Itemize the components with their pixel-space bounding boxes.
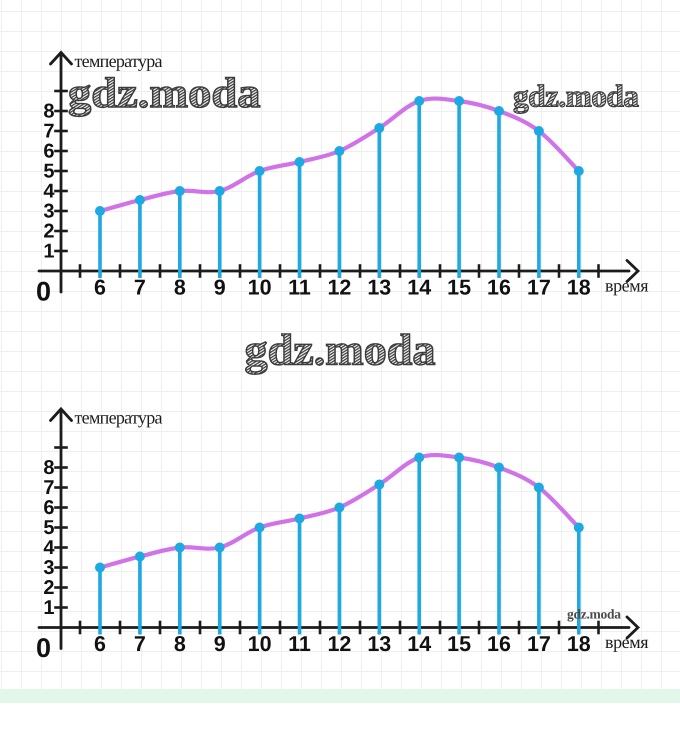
svg-text:gdz.moda: gdz.moda <box>567 607 621 622</box>
svg-text:gdz.moda: gdz.moda <box>245 326 436 375</box>
svg-text:gdz.moda: gdz.moda <box>68 70 261 117</box>
svg-text:gdz.moda: gdz.moda <box>513 79 639 114</box>
